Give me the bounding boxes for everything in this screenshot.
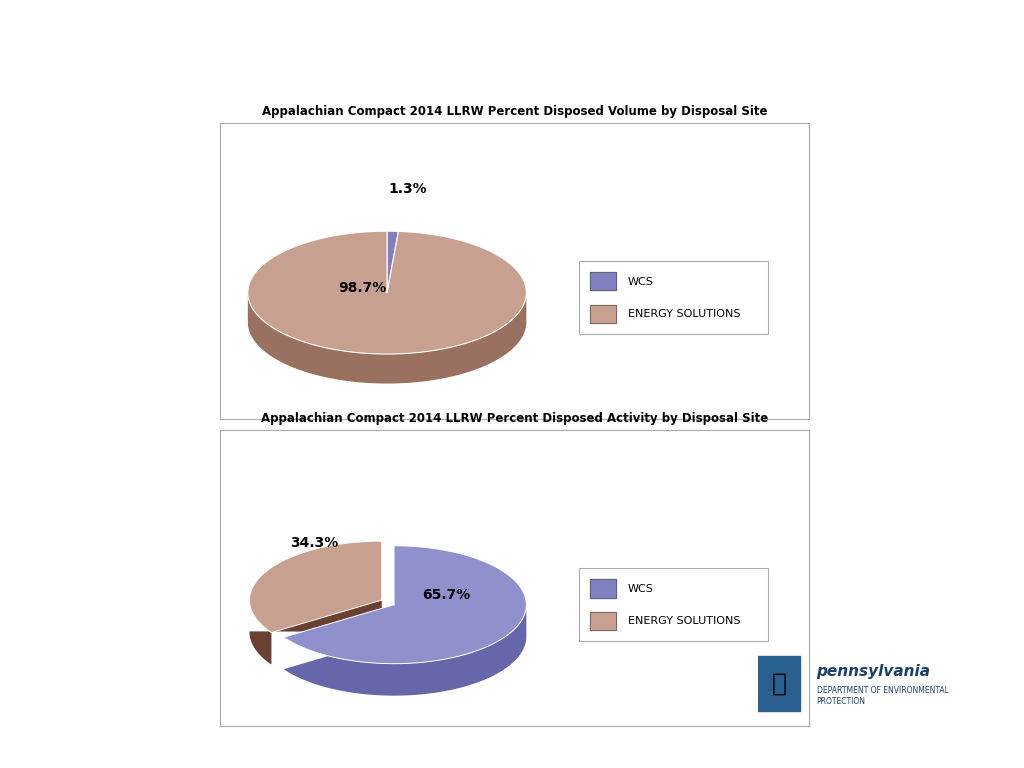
Text: 1.3%: 1.3% xyxy=(389,182,427,197)
Text: 98.7%: 98.7% xyxy=(339,280,387,295)
Polygon shape xyxy=(758,656,800,711)
Title: Appalachian Compact 2014 LLRW Percent Disposed Volume by Disposal Site: Appalachian Compact 2014 LLRW Percent Di… xyxy=(262,104,767,118)
Text: ENERGY SOLUTIONS: ENERGY SOLUTIONS xyxy=(628,616,740,626)
Text: 🌿: 🌿 xyxy=(771,671,786,696)
Polygon shape xyxy=(590,579,616,598)
Text: ENERGY SOLUTIONS: ENERGY SOLUTIONS xyxy=(628,309,740,319)
Polygon shape xyxy=(248,293,526,383)
Polygon shape xyxy=(26,14,77,78)
Polygon shape xyxy=(248,231,526,354)
Text: pennsylvania: pennsylvania xyxy=(817,664,931,679)
Text: 34.3%: 34.3% xyxy=(290,536,338,551)
Text: WCS: WCS xyxy=(628,276,653,286)
Text: WCS: WCS xyxy=(628,584,653,594)
Polygon shape xyxy=(250,599,382,664)
Polygon shape xyxy=(387,231,398,293)
Text: DEPARTMENT OF ENVIRONMENTAL
PROTECTION: DEPARTMENT OF ENVIRONMENTAL PROTECTION xyxy=(817,686,948,707)
Polygon shape xyxy=(284,546,526,664)
Polygon shape xyxy=(284,604,526,696)
Polygon shape xyxy=(590,272,616,290)
Title: Appalachian Compact 2014 LLRW Percent Disposed Activity by Disposal Site: Appalachian Compact 2014 LLRW Percent Di… xyxy=(261,412,768,425)
Polygon shape xyxy=(590,612,616,631)
Text: Appalachian Compact 2014 Percent Disposed LLRW Volume and Activity by Disposal S: Appalachian Compact 2014 Percent Dispose… xyxy=(77,37,947,55)
Text: 65.7%: 65.7% xyxy=(422,588,470,602)
Polygon shape xyxy=(250,541,382,633)
Polygon shape xyxy=(590,305,616,323)
